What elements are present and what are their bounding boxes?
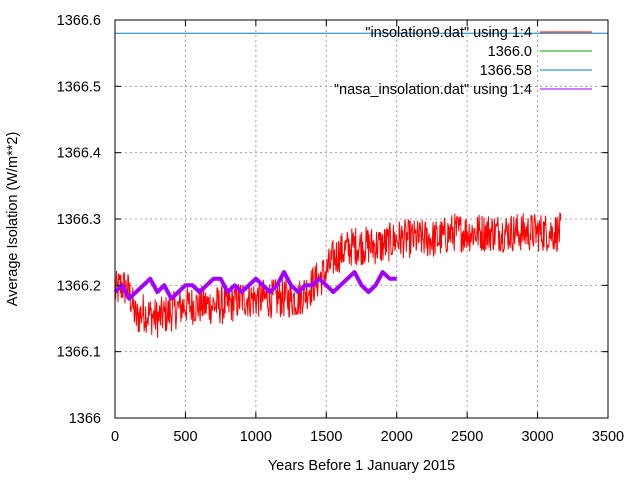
- x-tick-label: 1000: [240, 429, 272, 445]
- legend-label-1: 1366.0: [488, 44, 532, 60]
- x-tick-label: 2000: [381, 429, 413, 445]
- y-tick-label: 1366.4: [57, 146, 101, 162]
- y-tick-label: 1366: [69, 411, 101, 427]
- series-line-0: [114, 212, 562, 338]
- y-axis-label: Average Isolation (W/m**2): [5, 132, 21, 307]
- legend-label-0: "insolation9.dat" using 1:4: [365, 25, 532, 41]
- x-tick-label: 3500: [592, 429, 624, 445]
- y-tick-label: 1366.2: [57, 278, 101, 294]
- y-tick-label: 1366.5: [57, 79, 101, 95]
- x-tick-label: 0: [111, 429, 119, 445]
- x-tick-label: 2500: [451, 429, 483, 445]
- y-tick-label: 1366.1: [57, 345, 101, 361]
- y-tick-label: 1366.3: [57, 212, 101, 228]
- series-line-3: [113, 270, 397, 301]
- axis-ticks: 0 500 1000 1500 2000 2500 3000 3500 1366 1366.1 13…: [57, 13, 624, 445]
- x-tick-label: 1500: [310, 429, 342, 445]
- y-tick-label: 1366.6: [57, 13, 101, 29]
- legend-label-3: "nasa_insolation.dat" using 1:4: [334, 82, 532, 98]
- legend-label-2: 1366.58: [480, 63, 532, 79]
- x-axis-label: Years Before 1 January 2015: [268, 458, 455, 474]
- x-tick-label: 3000: [521, 429, 553, 445]
- x-tick-label: 500: [173, 429, 197, 445]
- grid: [115, 20, 608, 418]
- legend: "insolation9.dat" using 1:4 1366.0 1366.58…: [334, 25, 592, 98]
